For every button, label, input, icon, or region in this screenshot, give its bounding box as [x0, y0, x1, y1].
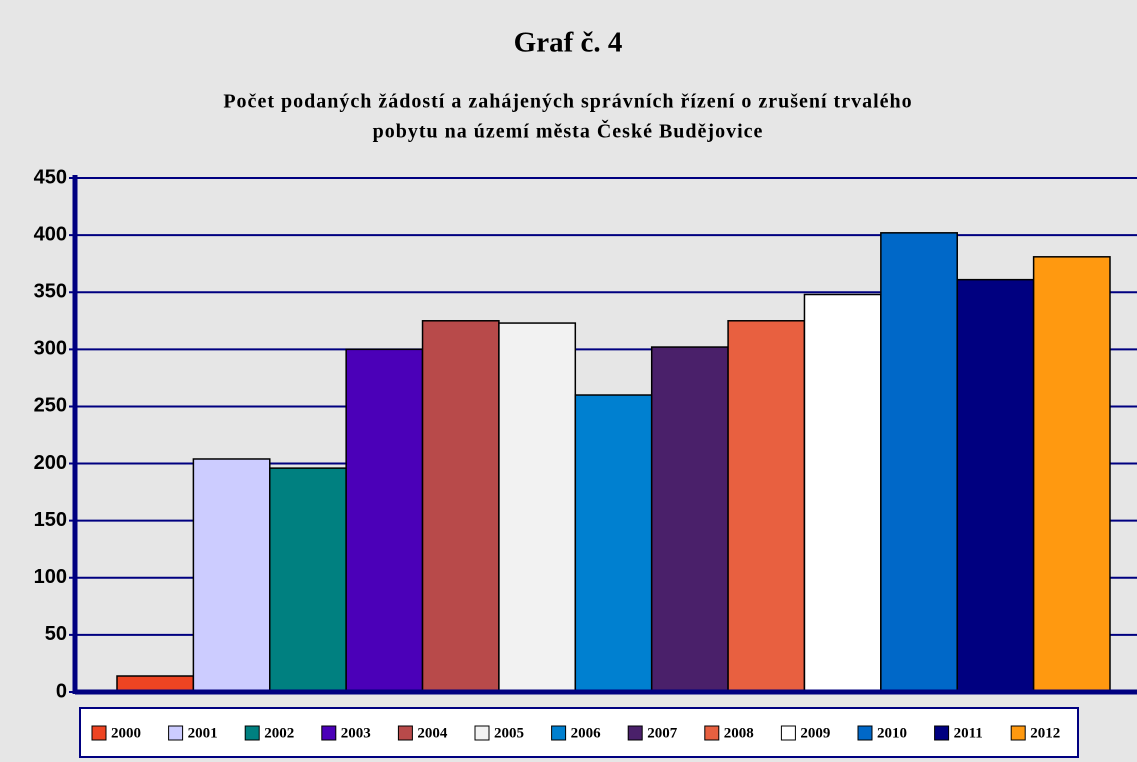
bar: [574, 394, 653, 693]
legend-swatch: [1010, 725, 1026, 741]
y-tick-label: 300: [34, 338, 67, 360]
y-tick-label: 0: [56, 680, 67, 702]
bar: [956, 278, 1035, 693]
y-tick-label: 150: [34, 509, 67, 531]
legend-label: 2004: [417, 725, 448, 741]
y-tick-label: 250: [34, 395, 67, 417]
legend-label: 2009: [800, 725, 830, 741]
y-tick-label: 450: [34, 166, 67, 188]
legend-swatch: [321, 725, 337, 741]
bar: [498, 322, 577, 693]
legend-swatch: [244, 725, 260, 741]
legend-box: [79, 707, 1079, 758]
y-tick-label: 200: [34, 452, 67, 474]
y-tick-label: 50: [45, 623, 67, 645]
legend-label: 2010: [877, 725, 907, 741]
legend-swatch: [474, 725, 490, 741]
legend-label: 2006: [571, 725, 602, 741]
bar: [421, 320, 500, 693]
legend-swatch: [934, 725, 950, 741]
legend-swatch: [857, 725, 873, 741]
legend-swatch: [627, 725, 643, 741]
legend-swatch: [551, 725, 567, 741]
bar: [727, 320, 806, 693]
bar: [803, 293, 882, 693]
legend-label: 2005: [494, 725, 524, 741]
y-tick-label: 350: [34, 281, 67, 303]
bar: [880, 232, 958, 693]
legend-label: 2008: [724, 725, 754, 741]
bar: [345, 348, 424, 693]
legend-label: 2012: [1030, 725, 1060, 741]
chart-subtitle: Počet podaných žádostí a zahájených sprá…: [223, 91, 912, 113]
bar: [269, 467, 347, 693]
legend-swatch: [704, 725, 720, 741]
legend-swatch: [397, 725, 413, 741]
y-tick-label: 100: [34, 566, 67, 588]
legend-swatch: [91, 725, 107, 741]
legend-label: 2001: [188, 725, 218, 741]
legend-label: 2011: [954, 725, 983, 741]
chart-subtitle: pobytu na území města České Budějovice: [373, 119, 764, 143]
chart-title: Graf č. 4: [514, 27, 623, 59]
legend-label: 2000: [111, 725, 141, 741]
y-tick-label: 400: [34, 223, 67, 245]
legend-swatch: [168, 725, 184, 741]
bar: [192, 458, 271, 693]
bar: [650, 346, 729, 693]
bar: [1032, 256, 1111, 693]
legend-swatch: [780, 725, 796, 741]
legend-label: 2007: [647, 725, 678, 741]
legend-label: 2002: [264, 725, 294, 741]
legend-label: 2003: [341, 725, 371, 741]
